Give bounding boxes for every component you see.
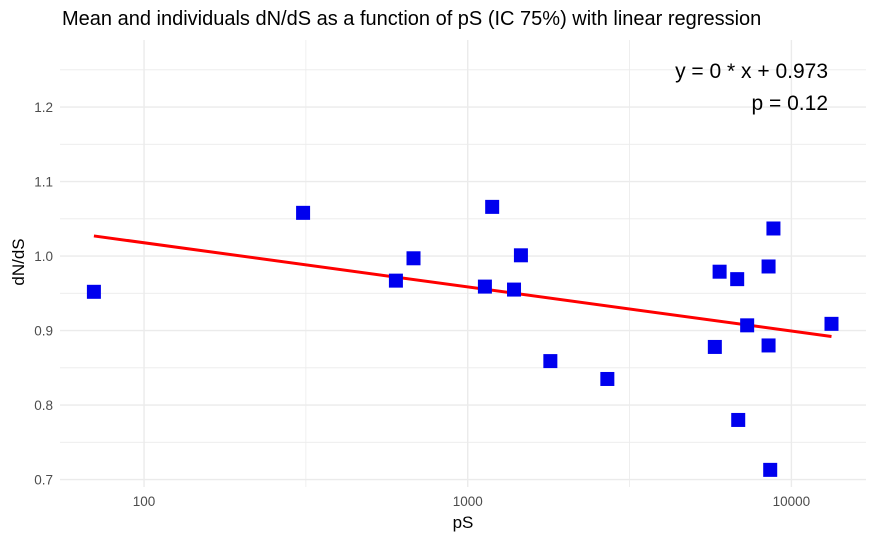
y-tick-labels: 0.7 0.8 0.9 1.0 1.1 1.2: [34, 100, 53, 488]
data-point: [406, 251, 421, 266]
y-tick-label: 1.2: [34, 100, 53, 115]
regression-line: [93, 234, 832, 338]
data-point: [513, 248, 528, 263]
x-tick-label: 1000: [453, 494, 483, 509]
data-point: [507, 282, 522, 297]
data-point: [761, 259, 776, 274]
y-tick-label: 0.7: [34, 473, 53, 488]
data-point: [543, 354, 558, 369]
data-point: [600, 371, 615, 386]
data-point: [388, 273, 403, 288]
regression-layer: [93, 234, 832, 338]
y-tick-label: 0.9: [34, 324, 53, 339]
data-point: [763, 462, 778, 477]
p-value: p = 0.12: [752, 92, 828, 115]
data-point: [761, 338, 776, 353]
data-point: [296, 205, 311, 220]
x-tick-label: 100: [133, 494, 156, 509]
data-point: [731, 412, 746, 427]
data-point: [824, 316, 839, 331]
minor-gridlines: [60, 40, 866, 487]
chart-title: Mean and individuals dN/dS as a function…: [62, 8, 761, 30]
data-point: [86, 284, 101, 299]
y-tick-label: 1.1: [34, 175, 53, 190]
data-point: [766, 221, 781, 236]
y-tick-label: 1.0: [34, 249, 53, 264]
y-tick-label: 0.8: [34, 398, 53, 413]
points-layer: [86, 199, 839, 477]
major-gridlines: [60, 40, 866, 487]
data-point: [477, 279, 492, 294]
data-point: [707, 339, 722, 354]
data-point: [485, 199, 500, 214]
y-axis-title: dN/dS: [9, 238, 28, 285]
data-point: [730, 272, 745, 287]
x-tick-labels: 100 1000 10000: [133, 494, 810, 509]
x-axis-title: pS: [453, 513, 474, 532]
regression-equation: y = 0 * x + 0.973: [675, 60, 828, 83]
data-point: [740, 318, 755, 333]
data-point: [712, 264, 727, 279]
x-tick-label: 10000: [773, 494, 811, 509]
